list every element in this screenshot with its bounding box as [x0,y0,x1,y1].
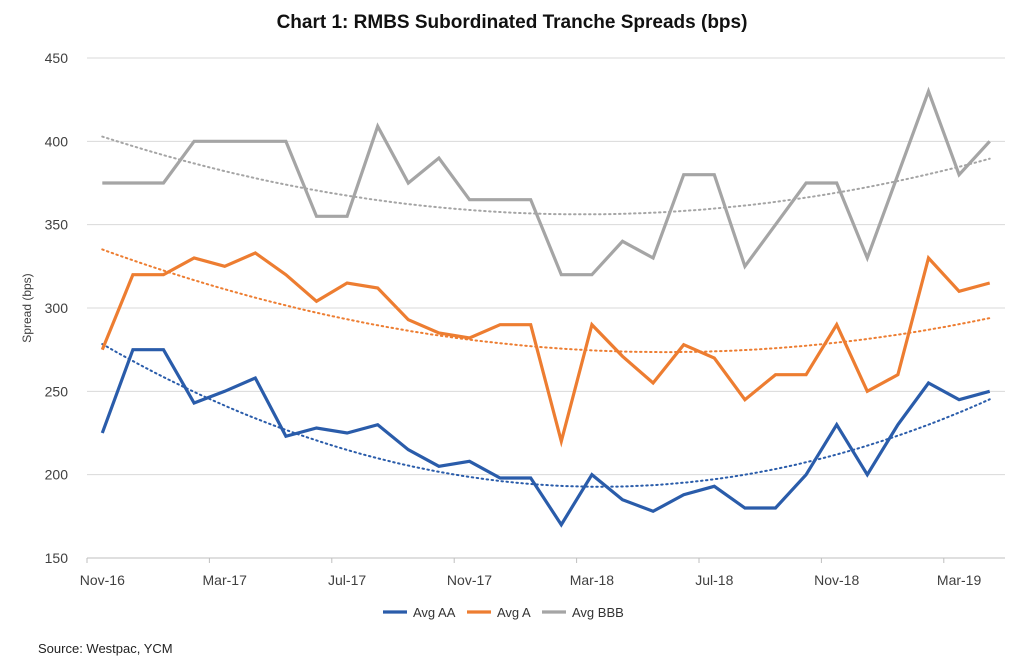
source-note: Source: Westpac, YCM [38,641,173,656]
y-tick-label: 450 [45,50,69,66]
x-tick-label: Jul-18 [695,572,733,588]
x-tick-label: Nov-16 [80,572,125,588]
y-tick-label: 350 [45,217,69,233]
series-line-avg-aa [100,348,991,528]
legend-label: Avg AA [413,605,456,620]
x-tick-label: Mar-17 [203,572,248,588]
trendline-avg-a [101,248,991,354]
x-tick-label: Mar-18 [570,572,615,588]
y-tick-label: 250 [45,383,69,399]
x-tick-label: Nov-17 [447,572,492,588]
legend-label: Avg BBB [572,605,624,620]
legend-label: Avg A [497,605,531,620]
y-axis-label: Spread (bps) [20,273,34,342]
chart-title: Chart 1: RMBS Subordinated Tranche Sprea… [276,12,748,33]
x-tick-label: Nov-18 [814,572,859,588]
y-tick-label: 200 [45,467,69,483]
x-tick-label: Jul-17 [328,572,366,588]
trendline-avg-aa [101,343,991,488]
x-tick-label: Mar-19 [937,572,982,588]
series-line-avg-a [100,251,991,448]
trendline-avg-bbb [101,135,991,216]
y-tick-label: 150 [45,550,69,566]
series-line-avg-bbb [102,86,991,277]
y-tick-label: 400 [45,133,69,149]
y-tick-label: 300 [45,300,69,316]
